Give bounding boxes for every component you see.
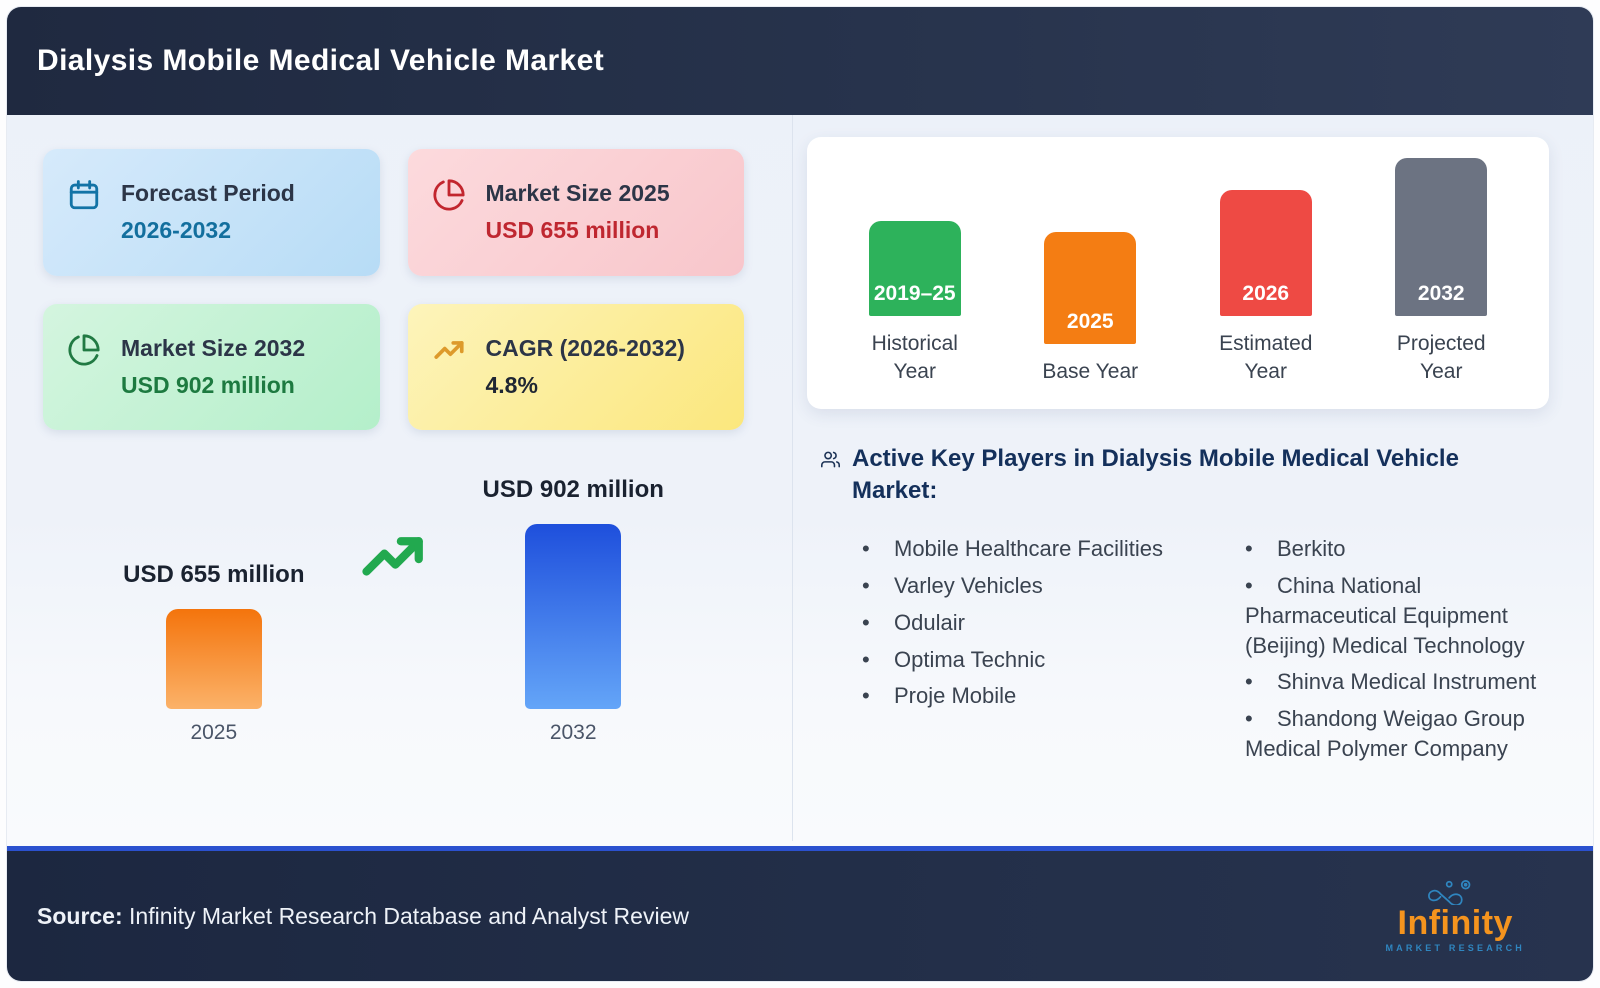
key-player-name: Odulair (894, 609, 965, 635)
card-market-size-2025: Market Size 2025 USD 655 million (407, 149, 744, 276)
timeline-bar-projected: 2032 (1395, 158, 1488, 317)
key-player-item: • Odulair (842, 608, 1177, 638)
key-player-name: Mobile Healthcare Facilities (894, 535, 1163, 561)
bullet-icon: • (862, 683, 870, 709)
bullet-icon: • (862, 572, 870, 598)
header-bar: Dialysis Mobile Medical Vehicle Market (7, 7, 1593, 115)
infinity-symbol-icon (1426, 879, 1484, 909)
key-player-item: • Berkito (1225, 534, 1545, 564)
timeline-year: 2025 (1066, 309, 1114, 333)
key-player-name: China National Pharmaceutical Equipment … (1245, 572, 1525, 658)
source-text: Infinity Market Research Database and An… (122, 902, 689, 929)
bar-2032 (525, 524, 622, 709)
key-player-name: Optima Technic (894, 646, 1046, 672)
trend-up-icon (432, 333, 468, 369)
bullet-icon: • (862, 646, 870, 672)
key-player-name: Shandong Weigao Group Medical Polymer Co… (1245, 706, 1525, 762)
key-player-item: • Proje Mobile (842, 681, 1177, 711)
key-players-header: Active Key Players in Dialysis Mobile Me… (821, 443, 1549, 508)
card-value: 2026-2032 (121, 217, 231, 244)
key-player-name: Shinva Medical Instrument (1277, 669, 1537, 695)
details-panel: 2019–25 Historical Year 2025 Base Year 2… (793, 115, 1593, 841)
key-player-name: Varley Vehicles (894, 572, 1043, 598)
trend-up-arrow-icon (361, 530, 427, 585)
content-area: Forecast Period 2026-2032 Market Size 20… (7, 115, 1593, 841)
card-label: Market Size 2025 (485, 180, 670, 206)
timeline-historical: 2019–25 Historical Year (850, 221, 980, 385)
card-label: Forecast Period (121, 180, 295, 206)
growth-bar-2025: USD 655 million 2025 (123, 561, 304, 745)
key-player-item: • Shinva Medical Instrument (1225, 667, 1545, 697)
pie-chart-icon (432, 178, 468, 214)
timeline-projected: 2032 Projected Year (1376, 158, 1506, 385)
key-player-name: Proje Mobile (894, 683, 1017, 709)
growth-bar-2032: USD 902 million 2032 (483, 476, 664, 745)
timeline-year: 2019–25 (873, 282, 956, 306)
key-player-name: Berkito (1277, 535, 1346, 561)
timeline-label: Projected Year (1396, 332, 1486, 383)
key-player-item: • Varley Vehicles (842, 571, 1177, 601)
info-cards: Forecast Period 2026-2032 Market Size 20… (43, 149, 744, 430)
card-label: Market Size 2032 (121, 334, 306, 361)
card-label: CAGR (2026-2032) (485, 334, 685, 361)
source-label: Source: (37, 902, 123, 929)
timeline-chart-card: 2019–25 Historical Year 2025 Base Year 2… (807, 137, 1549, 409)
bar-value-label: USD 902 million (482, 476, 664, 503)
timeline-label: Base Year (1042, 359, 1139, 383)
source-note: Source: Infinity Market Research Databas… (37, 903, 689, 930)
card-value: 4.8% (485, 371, 538, 398)
key-players-title: Active Key Players in Dialysis Mobile Me… (852, 445, 1459, 505)
timeline-year: 2032 (1417, 282, 1465, 306)
key-players-section: Active Key Players in Dialysis Mobile Me… (807, 443, 1549, 771)
key-player-item: • China National Pharmaceutical Equipment… (1225, 571, 1545, 661)
infinity-logo: Infinity MARKET RESEARCH (1385, 879, 1525, 953)
bullet-icon: • (1245, 572, 1253, 598)
bullet-icon: • (862, 609, 870, 635)
key-players-column-1: • Mobile Healthcare Facilities • Varley Ve… (842, 534, 1177, 771)
bullet-icon: • (1245, 706, 1253, 732)
summary-panel: Forecast Period 2026-2032 Market Size 20… (7, 115, 793, 841)
timeline-bar-estimated: 2026 (1219, 190, 1312, 317)
timeline-estimated: 2026 Estimated Year (1201, 190, 1331, 385)
timeline-label: Historical Year (871, 332, 958, 383)
bar-year-label: 2025 (190, 721, 238, 744)
card-text: Market Size 2025 USD 655 million (486, 175, 670, 250)
growth-chart: USD 655 million 2025 USD 902 million 203… (43, 476, 744, 745)
bar-2025 (165, 609, 262, 709)
logo-tagline: MARKET RESEARCH (1385, 943, 1525, 953)
bar-year-label: 2032 (549, 721, 597, 744)
key-player-item: • Shandong Weigao Group Medical Polymer C… (1225, 704, 1545, 764)
card-text: CAGR (2026-2032) 4.8% (486, 330, 685, 405)
key-players-column-2: • Berkito • China National Pharmaceutical … (1225, 534, 1545, 771)
users-icon (821, 450, 840, 474)
card-value: USD 902 million (121, 371, 295, 398)
card-text: Market Size 2032 USD 902 million (121, 330, 305, 405)
bullet-icon: • (1245, 535, 1253, 561)
timeline-bar-base: 2025 (1044, 231, 1137, 344)
timeline-bar-historical: 2019–25 (868, 221, 961, 317)
logo-name: Infinity (1397, 904, 1513, 942)
pie-chart-icon (67, 333, 103, 369)
infographic-page: Dialysis Mobile Medical Vehicle Market F… (7, 7, 1593, 981)
calendar-icon (67, 178, 103, 214)
key-player-item: • Mobile Healthcare Facilities (842, 534, 1177, 564)
footer-bar: Source: Infinity Market Research Databas… (7, 846, 1593, 981)
card-market-size-2032: Market Size 2032 USD 902 million (43, 303, 380, 430)
timeline-label: Estimated Year (1219, 332, 1313, 383)
bullet-icon: • (1245, 669, 1253, 695)
bar-value-label: USD 655 million (123, 561, 305, 588)
key-player-item: • Optima Technic (842, 645, 1177, 675)
page-title: Dialysis Mobile Medical Vehicle Market (37, 44, 605, 77)
card-text: Forecast Period 2026-2032 (121, 175, 295, 250)
timeline-year: 2026 (1242, 282, 1290, 306)
timeline-base: 2025 Base Year (1025, 231, 1155, 385)
key-players-columns: • Mobile Healthcare Facilities • Varley Ve… (821, 534, 1549, 771)
card-cagr: CAGR (2026-2032) 4.8% (407, 303, 744, 430)
card-value: USD 655 million (485, 217, 660, 244)
bullet-icon: • (862, 535, 870, 561)
card-forecast-period: Forecast Period 2026-2032 (43, 149, 380, 276)
